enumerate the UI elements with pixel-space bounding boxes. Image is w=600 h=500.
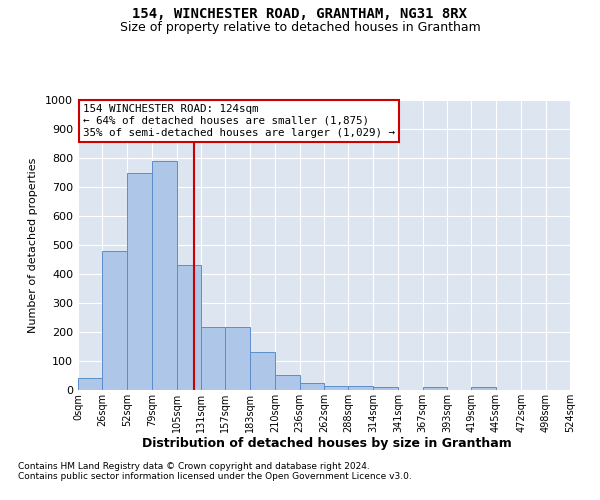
Bar <box>472 387 496 390</box>
Bar <box>422 387 447 390</box>
Bar <box>250 352 275 390</box>
Bar <box>373 387 398 390</box>
Text: Distribution of detached houses by size in Grantham: Distribution of detached houses by size … <box>142 438 512 450</box>
Bar <box>201 327 226 390</box>
Bar <box>349 386 373 390</box>
Text: Contains public sector information licensed under the Open Government Licence v3: Contains public sector information licen… <box>18 472 412 481</box>
Text: 154, WINCHESTER ROAD, GRANTHAM, NG31 8RX: 154, WINCHESTER ROAD, GRANTHAM, NG31 8RX <box>133 8 467 22</box>
Bar <box>299 383 324 390</box>
Text: Contains HM Land Registry data © Crown copyright and database right 2024.: Contains HM Land Registry data © Crown c… <box>18 462 370 471</box>
Text: Size of property relative to detached houses in Grantham: Size of property relative to detached ho… <box>119 21 481 34</box>
Bar <box>176 266 201 390</box>
Bar <box>275 375 299 390</box>
Bar <box>226 327 250 390</box>
Text: 154 WINCHESTER ROAD: 124sqm
← 64% of detached houses are smaller (1,875)
35% of : 154 WINCHESTER ROAD: 124sqm ← 64% of det… <box>83 104 395 138</box>
Bar <box>324 386 349 390</box>
Bar <box>78 378 103 390</box>
Bar <box>103 251 127 390</box>
Bar <box>152 161 176 390</box>
Bar <box>127 172 152 390</box>
Y-axis label: Number of detached properties: Number of detached properties <box>28 158 38 332</box>
